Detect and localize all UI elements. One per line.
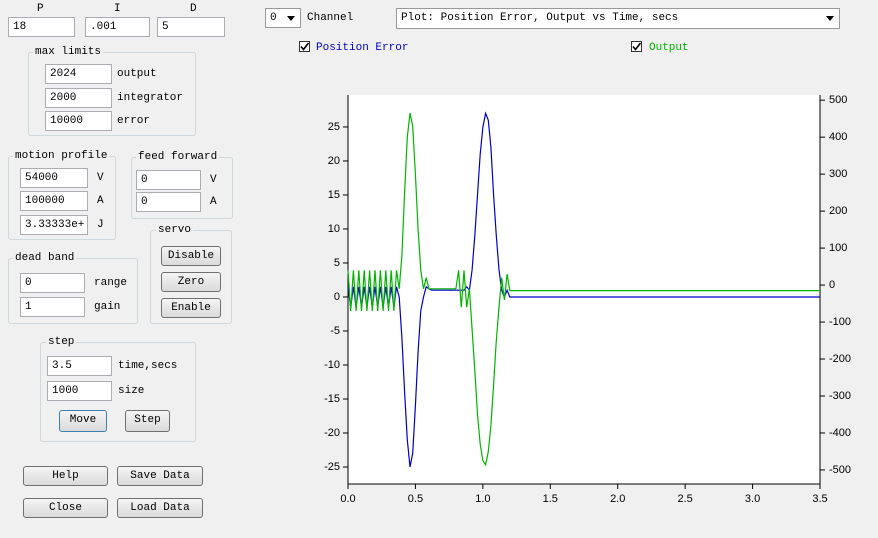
text-input[interactable]: 2000 [45,88,112,108]
group-box [28,52,196,136]
y2-tick-label: -500 [829,464,851,476]
button[interactable]: Move [59,410,107,432]
y-tick-label: 10 [328,223,340,235]
text-input[interactable]: 54000 [20,168,88,188]
y-tick-label: -15 [324,393,340,405]
field-label: V [210,174,217,186]
plot-area [348,95,820,484]
x-tick-label: 1.5 [543,493,558,505]
x-tick-label: 0.5 [408,493,423,505]
field-label: gain [94,301,121,313]
button[interactable]: Disable [161,246,221,266]
checkmark [632,42,642,51]
x-tick-label: 0.0 [340,493,355,505]
y-tick-label: 25 [328,121,340,133]
text-input[interactable]: 0 [136,170,201,190]
y-tick-label: -20 [324,427,340,439]
field-label: A [210,196,217,208]
checkmark [300,42,310,51]
y2-tick-label: 200 [829,205,847,217]
text-input[interactable]: 100000 [20,191,88,211]
group-title: max limits [33,46,104,58]
group-title: step [46,336,77,348]
button[interactable]: Load Data [117,498,203,518]
button[interactable]: Help [23,466,108,486]
channel-dropdown[interactable]: 0 [265,8,301,28]
field-label: A [97,195,104,207]
group-title: servo [156,224,194,236]
field-label: V [97,172,104,184]
text-input[interactable]: 0 [20,273,85,293]
legend-label[interactable]: Output [649,42,689,54]
y2-tick-label: 500 [829,94,847,106]
group-box [40,342,196,442]
y-tick-label: 15 [328,189,340,201]
y2-tick-label: 0 [829,279,835,291]
channel-label: Channel [307,12,354,24]
group-title: dead band [13,252,77,264]
plot-dropdown[interactable]: Plot: Position Error, Output vs Time, se… [396,8,840,29]
y2-tick-label: 100 [829,242,847,254]
button[interactable]: Save Data [117,466,203,486]
field-label: I [114,3,121,15]
group-title: motion profile [13,150,110,162]
text-input[interactable]: 0 [136,192,201,212]
text-input[interactable]: 5 [157,17,225,37]
checkbox[interactable] [299,41,310,52]
x-tick-label: 2.0 [610,493,625,505]
y2-tick-label: -200 [829,353,851,365]
text-input[interactable]: .001 [85,17,150,37]
field-label: D [190,3,197,15]
button[interactable]: Step [125,410,170,432]
y2-tick-label: -300 [829,390,851,402]
field-label: size [118,385,145,397]
button[interactable]: Close [23,498,108,518]
legend-label[interactable]: Position Error [316,42,409,54]
group-title: feed forward [136,151,220,163]
field-label: time,secs [118,360,178,372]
series-line [347,112,820,467]
field-label: error [117,115,151,127]
field-label: range [94,277,128,289]
y-tick-label: -5 [330,325,340,337]
y-tick-label: -25 [324,461,340,473]
y2-tick-label: 300 [829,168,847,180]
text-input[interactable]: 2024 [45,64,112,84]
text-input[interactable]: 10000 [45,111,112,131]
text-input[interactable]: 3.5 [47,356,112,376]
field-label: J [97,219,104,231]
text-input[interactable]: 3.33333e+ [20,215,88,235]
y2-tick-label: 400 [829,131,847,143]
y-tick-label: 5 [334,257,340,269]
button[interactable]: Zero [161,272,221,292]
field-label: P [37,3,44,15]
field-label: output [117,68,157,80]
y-tick-label: -10 [324,359,340,371]
button[interactable]: Enable [161,298,221,318]
y2-tick-label: -400 [829,427,851,439]
text-input[interactable]: 18 [8,17,75,37]
y2-tick-label: -100 [829,316,851,328]
y-tick-label: 20 [328,155,340,167]
text-input[interactable]: 1000 [47,381,112,401]
field-label: integrator [117,92,184,104]
x-tick-label: 3.5 [812,493,827,505]
x-tick-label: 3.0 [745,493,760,505]
text-input[interactable]: 1 [20,297,85,317]
y-tick-label: 0 [334,291,340,303]
x-tick-label: 1.0 [475,493,490,505]
x-tick-label: 2.5 [677,493,692,505]
checkbox[interactable] [631,41,642,52]
